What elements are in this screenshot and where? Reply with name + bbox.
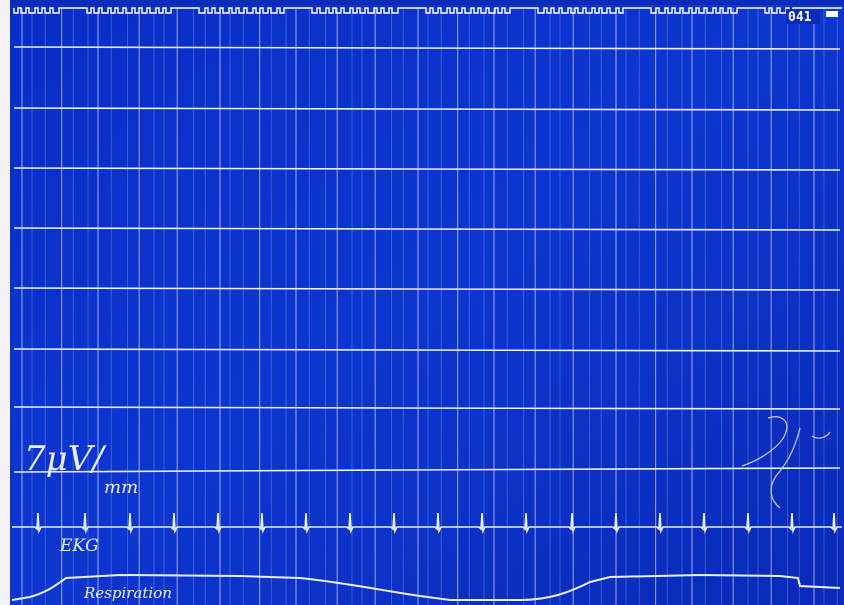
slide-margin: [0, 0, 12, 605]
channel-trace: [13, 167, 841, 171]
channel-trace: [13, 287, 841, 291]
recording-background: [10, 4, 844, 605]
ekg-trace: [12, 512, 842, 535]
respiration-label: Respiration: [83, 584, 172, 602]
timer-pulse-strip: [13, 7, 842, 14]
handwritten-mark: [741, 416, 831, 509]
timer-pulse-line: [13, 7, 842, 14]
ekg-label: EKG: [59, 536, 99, 556]
channel-trace: [13, 348, 841, 352]
channel-trace: [13, 467, 841, 473]
channel-trace: [13, 406, 841, 410]
scale-label-top: 7μV/: [24, 439, 107, 479]
timing-marks: [21, 8, 838, 605]
frame-marker: [826, 11, 838, 17]
frame-number: 041: [788, 10, 812, 25]
channel-trace: [13, 107, 841, 111]
flat-channel-traces: [13, 46, 841, 473]
channel-trace: [13, 46, 841, 50]
respiration-trace: [11, 573, 841, 601]
scale-label-bottom: mm: [104, 477, 138, 498]
channel-trace: [13, 227, 841, 231]
